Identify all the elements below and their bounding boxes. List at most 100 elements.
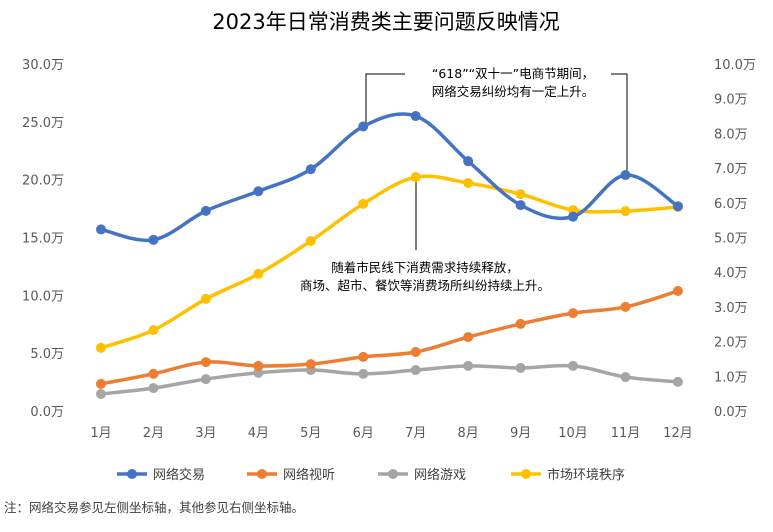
x-axis-tick: 9月 [510,426,531,441]
data-point [672,285,683,296]
right-axis-tick: 10.0万 [714,58,756,73]
annotation-2-line-2: 商场、超市、餐饮等消费场所纠纷持续上升。 [300,278,550,293]
legend-item[interactable]: 市场环境秩序 [511,467,625,483]
data-point [96,378,106,389]
left-axis-tick: 0.0万 [30,405,64,420]
left-axis-tick: 15.0万 [22,232,64,247]
x-axis-tick: 3月 [195,426,216,441]
data-point [358,368,369,379]
data-point [148,325,159,336]
data-point [515,362,526,373]
data-point [515,189,526,200]
data-point [620,206,631,217]
data-point [568,211,579,222]
data-point [305,235,316,246]
legend-label: 网络游戏 [414,467,466,483]
right-axis-tick: 8.0万 [714,127,748,142]
data-point [200,357,211,368]
data-point [568,360,579,371]
annotation-2-line-1: 随着市民线下消费需求持续释放， [331,260,519,275]
data-point [253,367,264,378]
legend-item[interactable]: 网络交易 [117,467,205,483]
series-1 [96,285,683,389]
data-point [568,308,579,319]
data-point [515,200,526,211]
data-point [463,360,474,371]
legend-marker [257,469,267,479]
data-point [410,365,421,376]
data-point [358,198,369,209]
legend-marker [521,469,531,479]
left-axis-tick: 30.0万 [22,58,64,73]
left-axis-tick: 5.0万 [30,347,64,362]
data-point [410,172,421,183]
data-point [672,376,683,387]
x-axis-tick: 8月 [458,426,479,441]
data-point [148,234,159,245]
data-point [200,205,211,216]
legend-item[interactable]: 网络视听 [247,467,335,483]
data-point [253,186,264,197]
x-axis-tick: 6月 [353,426,374,441]
right-axis-tick: 4.0万 [714,266,748,281]
data-point [358,121,369,132]
data-point [200,293,211,304]
data-point [148,368,159,379]
x-axis-tick: 10月 [558,426,588,441]
annotation-leader-2 [611,73,628,175]
chart-note: 注：网络交易参见左侧坐标轴，其他参见右侧坐标轴。 [4,500,304,515]
right-axis-tick: 6.0万 [714,197,748,212]
right-axis-tick: 7.0万 [714,162,748,177]
right-axis-tick: 0.0万 [714,405,748,420]
data-point [253,268,264,279]
legend-label: 网络交易 [153,467,205,483]
x-axis-tick: 7月 [405,426,426,441]
annotation-leader-1 [365,73,405,126]
series-line [99,363,680,396]
data-point [96,388,106,399]
data-point [620,301,631,312]
x-axis-tick: 4月 [248,426,269,441]
legend-item[interactable]: 网络游戏 [378,467,466,483]
data-point [96,342,106,353]
data-point [620,371,631,382]
data-point [410,347,421,358]
legend-marker [388,469,398,479]
x-axis-tick: 11月 [611,426,641,441]
x-axis-tick: 1月 [90,426,111,441]
data-point [148,383,159,394]
data-point [672,201,683,212]
data-point [253,360,264,371]
data-point [620,170,631,181]
legend-label: 市场环境秩序 [547,467,625,483]
legend-marker [127,469,137,479]
left-axis-tick: 20.0万 [22,174,64,189]
data-point [515,318,526,329]
data-point [410,111,421,122]
legend-label: 网络视听 [283,467,335,483]
right-axis-tick: 5.0万 [714,232,748,247]
series-0 [96,111,683,245]
annotation-1-line-2: 网络交易纠纷均有一定上升。 [432,84,595,99]
series-line [99,112,680,243]
annotation-1-line-1: “618”“双十一”电商节期间， [432,66,594,81]
right-axis-tick: 3.0万 [714,301,748,316]
data-point [358,351,369,362]
data-point [305,164,316,175]
right-axis-tick: 9.0万 [714,93,748,108]
x-axis-tick: 2月 [143,426,164,441]
data-point [463,156,474,167]
chart-title: 2023年日常消费类主要问题反映情况 [212,10,559,34]
right-axis-tick: 2.0万 [714,336,748,351]
data-point [463,332,474,343]
left-axis-tick: 10.0万 [22,289,64,304]
left-axis-tick: 25.0万 [22,116,64,131]
x-axis-tick: 12月 [663,426,693,441]
data-point [200,374,211,385]
data-point [463,178,474,189]
data-point [96,224,106,235]
x-axis-tick: 5月 [300,426,321,441]
series-2 [96,360,683,399]
